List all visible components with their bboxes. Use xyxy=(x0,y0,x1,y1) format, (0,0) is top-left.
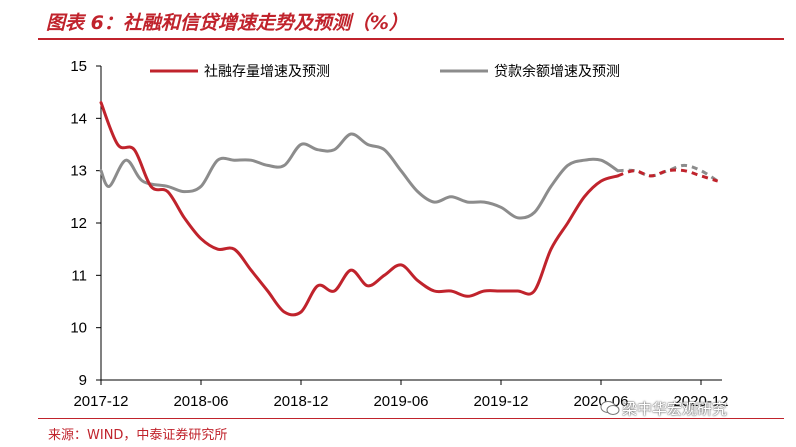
source-divider xyxy=(38,418,784,419)
x-tick-label: 2018-06 xyxy=(173,393,228,410)
axes: 9 10 11 12 13 14 15 2017-12 2018-06 2018-12 2019-0… xyxy=(70,58,728,410)
x-tick-label: 2019-06 xyxy=(373,393,428,410)
y-tick-label: 15 xyxy=(70,58,87,75)
y-tick-label: 10 xyxy=(70,320,87,337)
legend-label-1: 社融存量增速及预测 xyxy=(204,64,330,80)
legend-label-2: 贷款余额增速及预测 xyxy=(494,63,620,80)
chart-title: 图表 6：社融和信贷增速走势及预测（%） xyxy=(46,12,408,34)
y-tick-label: 14 xyxy=(70,110,87,127)
line-chart: 9 10 11 12 13 14 15 2017-12 2018-06 2018-12 2019-0… xyxy=(70,58,728,410)
watermark: 梁中华宏观研究 xyxy=(622,400,728,418)
title-bar: 图表 6：社融和信贷增速走势及预测（%） xyxy=(0,0,796,38)
series-forecast-2 xyxy=(617,163,719,183)
y-tick-label: 9 xyxy=(79,372,87,389)
title-divider xyxy=(38,38,784,40)
x-tick-label: 2020-12 xyxy=(673,393,728,410)
y-tick-label: 12 xyxy=(70,215,87,232)
y-tick-label: 13 xyxy=(70,163,87,180)
legend: 社融存量增速及预测 贷款余额增速及预测 xyxy=(150,63,620,80)
source-note: 来源：WIND，中泰证券研究所 xyxy=(48,428,228,443)
series-line-1 xyxy=(99,101,620,317)
y-tick-label: 11 xyxy=(71,267,87,284)
wechat-icon xyxy=(600,401,620,415)
x-tick-label: 2018-12 xyxy=(273,393,328,410)
series-line-2 xyxy=(99,132,620,220)
x-tick-label: 2019-12 xyxy=(473,393,528,410)
x-tick-label: 2017-12 xyxy=(73,393,128,410)
series-layer xyxy=(99,101,719,317)
